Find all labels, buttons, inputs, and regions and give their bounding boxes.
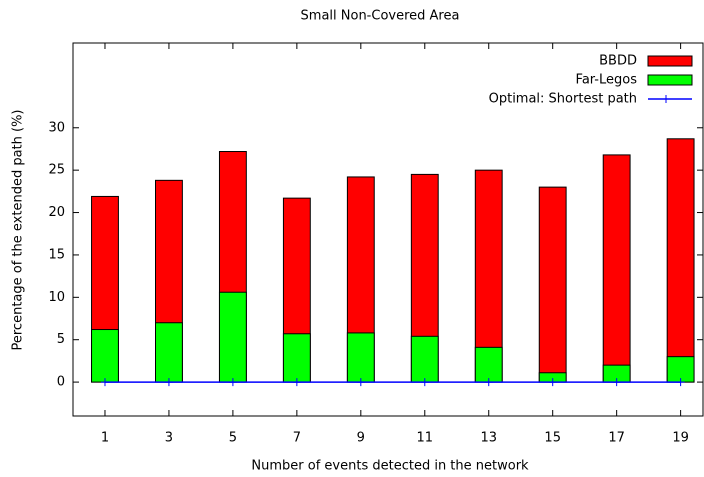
legend-label: BBDD: [599, 54, 637, 69]
y-axis-label: Percentage of the extended path (%): [11, 109, 26, 350]
x-tick-label: 19: [672, 431, 689, 446]
y-tick-label: 5: [57, 332, 65, 347]
point: [612, 378, 621, 387]
bar: [474, 346, 503, 383]
legend-swatch: [647, 55, 693, 67]
y-tick-label: 30: [48, 120, 65, 135]
plot-frame: [72, 42, 704, 417]
bar: [666, 138, 695, 383]
x-tick-label: 9: [357, 431, 365, 446]
x-axis-label: Number of events detected in the network: [251, 459, 529, 474]
y-tick-label: 0: [57, 375, 65, 390]
y-tick-label: 15: [48, 247, 65, 262]
legend-label: Far-Legos: [576, 73, 638, 88]
x-tick-label: 11: [417, 431, 434, 446]
bar: [346, 332, 375, 383]
x-tick-label: 15: [544, 431, 561, 446]
point: [228, 378, 237, 387]
x-tick-label: 3: [165, 431, 173, 446]
x-tick-label: 7: [293, 431, 301, 446]
point: [484, 378, 493, 387]
bar: [218, 291, 247, 383]
point: [420, 378, 429, 387]
bar: [155, 322, 183, 383]
point: [100, 378, 109, 387]
x-tick-label: 5: [229, 431, 237, 446]
point: [164, 378, 173, 387]
bar: [410, 335, 439, 383]
x-tick-label: 17: [608, 431, 625, 446]
bar: [282, 333, 311, 383]
point: [356, 378, 365, 387]
x-tick-label: 13: [480, 431, 497, 446]
legend-swatch: [647, 74, 693, 86]
y-tick-label: 10: [48, 290, 65, 305]
legend-label: Optimal: Shortest path: [489, 92, 637, 107]
bar: [91, 329, 119, 383]
point: [548, 378, 557, 387]
bar: [602, 154, 631, 383]
chart-title: Small Non-Covered Area: [301, 9, 460, 24]
bar: [474, 169, 503, 383]
point: [676, 378, 685, 387]
x-tick-label: 1: [101, 431, 109, 446]
y-tick-label: 20: [48, 205, 65, 220]
y-tick-label: 25: [48, 163, 65, 178]
bar: [538, 186, 567, 383]
point: [292, 378, 301, 387]
